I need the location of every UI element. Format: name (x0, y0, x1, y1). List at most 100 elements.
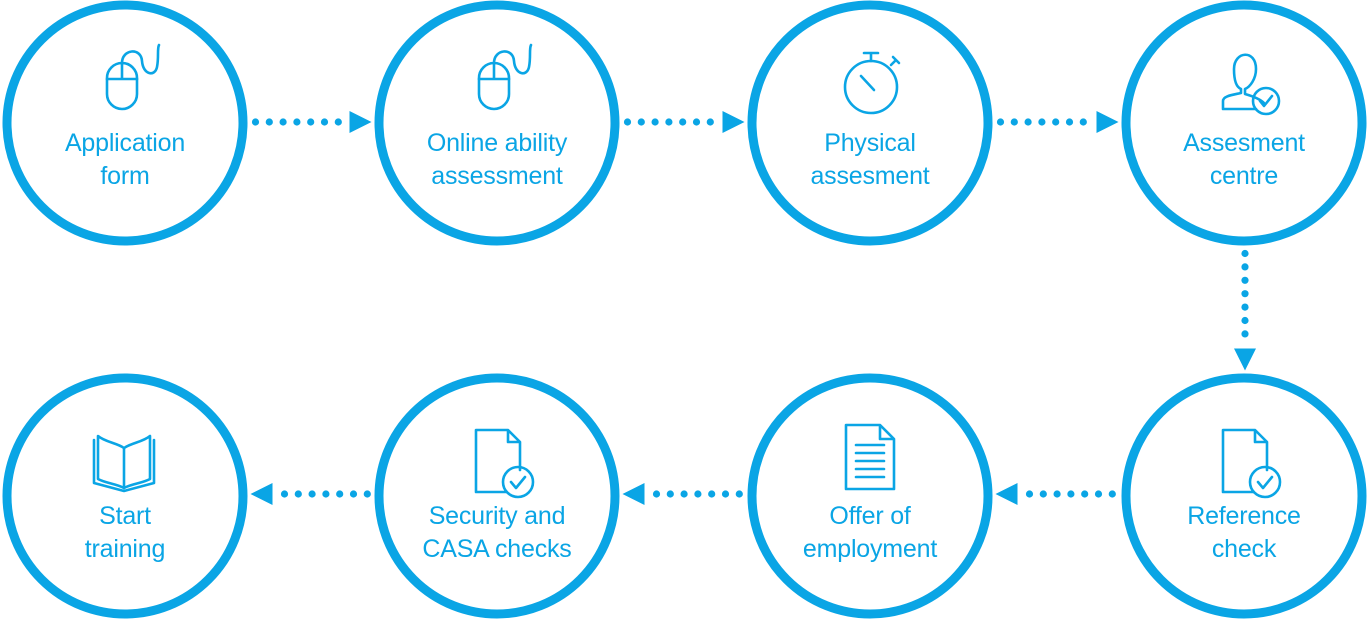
step-label-security-casa-checks: Security and CASA checks (397, 500, 597, 566)
step-label-line: Security and (428, 502, 566, 530)
open-book-icon (92, 434, 156, 493)
connector-dot (1038, 118, 1046, 126)
connectors (250, 111, 1256, 505)
connector-dot (1241, 330, 1249, 338)
connector-dot (679, 118, 687, 126)
connector-dot (1025, 490, 1034, 498)
step-circle-security-casa-checks (374, 373, 620, 619)
step-circle-application-form (2, 0, 248, 246)
computer-mouse-icon (477, 43, 533, 111)
connector-dot (336, 490, 344, 498)
connector-dot (322, 490, 330, 498)
connector-dot (708, 490, 716, 498)
connector-dot (279, 118, 287, 126)
step-label-line: check (1211, 535, 1277, 563)
connector-dot (349, 490, 358, 498)
step-label-start-training: Start training (25, 500, 225, 566)
arrowhead (995, 483, 1018, 505)
connector-dot (735, 490, 743, 498)
step-label-line: centre (1209, 162, 1279, 190)
connector-dot (1039, 490, 1047, 498)
document-text-icon (844, 423, 896, 491)
connector-dot (1241, 263, 1249, 271)
connector-dot (1010, 118, 1018, 126)
step-label-line: training (84, 535, 166, 563)
arrowhead (1234, 348, 1256, 371)
computer-mouse-icon (105, 43, 161, 111)
step-circle-assesment-centre (1121, 0, 1367, 246)
connector-dot (1241, 290, 1249, 298)
connector-dot (706, 118, 714, 126)
connector-arrow-down (1234, 249, 1256, 371)
connector-dot (293, 118, 301, 126)
connector-dot (1081, 490, 1089, 498)
connector-dot (1065, 118, 1074, 126)
stopwatch-icon (843, 51, 901, 115)
connector-dot (308, 490, 316, 498)
connector-arrow-left (250, 483, 371, 505)
connector-dot (1241, 316, 1249, 325)
connector-dot (1024, 118, 1032, 126)
connector-arrow-right (996, 111, 1119, 133)
document-check-icon (1221, 428, 1282, 499)
arrowhead (722, 111, 745, 133)
step-label-offer-of-employment: Offer of employment (770, 500, 970, 566)
step-label-line: Reference (1187, 502, 1301, 530)
connector-dot (692, 118, 701, 126)
connector-dot (637, 118, 645, 126)
arrowhead (1096, 111, 1119, 133)
connector-dot (721, 490, 730, 498)
step-circle-online-ability-assessment (374, 0, 620, 246)
connector-dot (1079, 118, 1087, 126)
connector-dot (666, 490, 674, 498)
connector-dot (1053, 490, 1061, 498)
step-label-line: assesment (810, 162, 930, 190)
step-label-physical-assesment: Physical assesment (770, 127, 970, 193)
connector-dot (665, 118, 673, 126)
connector-dot (651, 118, 659, 126)
step-label-reference-check: Reference check (1144, 500, 1344, 566)
connector-dot (1241, 276, 1249, 284)
connector-dot (1241, 249, 1249, 258)
step-label-line: Start (99, 502, 151, 530)
connector-arrow-left (622, 483, 743, 505)
step-label-line: Physical (824, 129, 916, 157)
arrowhead (622, 483, 645, 505)
connector-dot (680, 490, 688, 498)
connector-arrow-right (623, 111, 745, 133)
connector-dot (1067, 490, 1075, 498)
step-label-line: CASA checks (422, 535, 572, 563)
connector-dot (996, 118, 1005, 126)
step-circle-reference-check (1121, 373, 1367, 619)
connector-dot (251, 118, 260, 126)
connector-dot (320, 118, 329, 126)
arrowhead (349, 111, 372, 133)
step-label-line: form (100, 162, 150, 190)
step-label-line: Online ability (426, 129, 568, 157)
step-icons (92, 43, 1282, 499)
step-label-line: assessment (431, 162, 563, 190)
connector-dot (1108, 490, 1116, 498)
user-check-icon (1221, 53, 1281, 116)
connector-arrow-right (251, 111, 372, 133)
connector-dot (1052, 118, 1060, 126)
step-label-application-form: Application form (25, 127, 225, 193)
step-circle-start-training (2, 373, 248, 619)
connector-dot (694, 490, 702, 498)
step-label-line: Application (64, 129, 186, 157)
connector-arrow-left (995, 483, 1116, 505)
step-label-line: Assesment (1183, 129, 1305, 157)
arrowhead (250, 483, 273, 505)
step-label-line: Offer of (829, 502, 911, 530)
connector-dot (280, 490, 289, 498)
step-label-online-ability-assessment: Online ability assessment (397, 127, 597, 193)
connector-dot (1094, 490, 1103, 498)
connector-dot (307, 118, 315, 126)
step-label-assesment-centre: Assesment centre (1144, 127, 1344, 193)
document-check-icon (474, 428, 535, 499)
connector-dot (623, 118, 632, 126)
connector-dot (652, 490, 661, 498)
connector-dot (363, 490, 371, 498)
